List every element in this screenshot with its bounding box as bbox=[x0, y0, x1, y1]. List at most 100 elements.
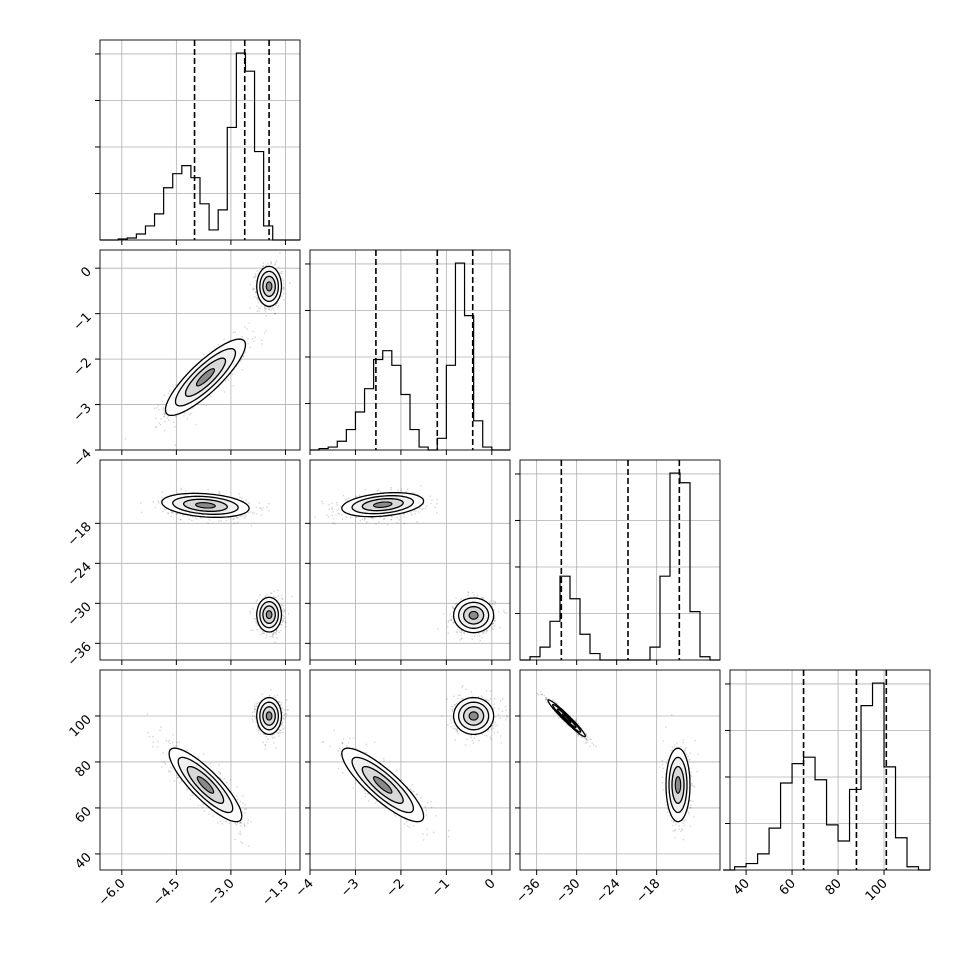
sample-point bbox=[177, 492, 179, 495]
sample-point bbox=[249, 283, 252, 286]
sample-point bbox=[276, 637, 278, 639]
sample-point bbox=[163, 430, 166, 432]
sample-point bbox=[481, 597, 483, 599]
sample-point bbox=[268, 510, 270, 512]
sample-point bbox=[258, 310, 260, 313]
sample-point bbox=[372, 517, 374, 520]
sample-point bbox=[257, 624, 259, 627]
sample-point bbox=[247, 819, 250, 821]
sample-point bbox=[328, 508, 330, 510]
sample-point bbox=[265, 307, 267, 310]
sample-point bbox=[489, 602, 491, 604]
sample-point bbox=[255, 622, 257, 624]
sample-point bbox=[412, 492, 414, 495]
sample-point bbox=[164, 412, 166, 414]
sample-point bbox=[218, 490, 220, 493]
sample-point bbox=[276, 302, 279, 304]
sample-point bbox=[333, 518, 335, 520]
sample-point bbox=[266, 594, 268, 596]
sample-point bbox=[197, 756, 200, 759]
sample-point bbox=[342, 518, 344, 520]
sample-point bbox=[140, 502, 142, 504]
sample-point bbox=[169, 771, 172, 773]
sample-point bbox=[283, 299, 285, 301]
sample-point bbox=[322, 502, 324, 505]
sample-point bbox=[252, 287, 254, 290]
sample-point bbox=[459, 639, 461, 641]
sample-point bbox=[264, 308, 267, 310]
sample-point bbox=[417, 493, 419, 496]
sample-point bbox=[282, 618, 284, 620]
sample-point bbox=[355, 495, 357, 497]
sample-point bbox=[201, 806, 204, 809]
sample-point bbox=[403, 516, 406, 518]
histogram-panel-2 bbox=[515, 459, 721, 661]
sample-point bbox=[228, 820, 231, 822]
sample-point bbox=[282, 283, 285, 285]
sample-point bbox=[283, 610, 286, 612]
sample-point bbox=[371, 517, 373, 519]
sample-point bbox=[494, 620, 496, 622]
sample-point bbox=[263, 632, 266, 635]
sample-point bbox=[172, 421, 175, 424]
sample-point bbox=[255, 291, 257, 294]
sample-point bbox=[265, 330, 267, 332]
sample-point bbox=[429, 495, 431, 497]
sample-point bbox=[486, 630, 489, 632]
sample-point bbox=[256, 310, 258, 312]
sample-point bbox=[263, 331, 266, 334]
sample-point bbox=[497, 611, 500, 613]
sample-point bbox=[148, 736, 151, 738]
sample-point bbox=[460, 638, 463, 640]
sample-point bbox=[191, 792, 194, 794]
sample-point bbox=[337, 512, 339, 514]
sample-point bbox=[232, 373, 234, 375]
sample-point bbox=[493, 616, 496, 619]
sample-point bbox=[450, 618, 453, 620]
sample-point bbox=[209, 395, 212, 398]
sample-point bbox=[485, 632, 487, 634]
sample-point bbox=[257, 298, 259, 300]
sample-point bbox=[157, 404, 159, 407]
sample-point bbox=[160, 500, 162, 502]
sample-point bbox=[431, 499, 433, 501]
sample-point bbox=[244, 326, 246, 328]
sample-point bbox=[471, 638, 473, 640]
sample-point bbox=[242, 802, 244, 804]
sample-point bbox=[326, 514, 328, 516]
sample-point bbox=[180, 489, 182, 491]
sample-point bbox=[455, 603, 457, 605]
sample-point bbox=[239, 822, 241, 824]
sample-point bbox=[255, 620, 257, 622]
sample-point bbox=[262, 262, 265, 264]
sample-point bbox=[278, 305, 280, 307]
sample-point bbox=[252, 512, 254, 514]
sample-point bbox=[460, 634, 462, 636]
sample-point bbox=[262, 597, 264, 600]
sample-point bbox=[483, 630, 485, 633]
sample-point bbox=[340, 506, 342, 508]
sample-point bbox=[491, 623, 494, 625]
sample-point bbox=[422, 507, 424, 510]
sample-point bbox=[161, 400, 164, 402]
sample-point bbox=[277, 266, 280, 268]
sample-point bbox=[244, 808, 246, 811]
sample-point bbox=[463, 632, 465, 634]
sample-point bbox=[172, 512, 174, 514]
sample-point bbox=[252, 288, 255, 290]
sample-point bbox=[494, 617, 496, 620]
sample-point bbox=[226, 782, 228, 784]
sample-point bbox=[155, 426, 157, 429]
sample-point bbox=[418, 511, 420, 513]
sample-point bbox=[186, 786, 188, 788]
sample-point bbox=[256, 305, 258, 308]
sample-point bbox=[482, 632, 485, 634]
sample-point bbox=[235, 824, 238, 826]
sample-point bbox=[275, 260, 278, 262]
sample-point bbox=[450, 619, 452, 621]
sample-point bbox=[282, 610, 284, 612]
sample-point bbox=[161, 491, 163, 493]
sample-point bbox=[452, 622, 455, 624]
sample-point bbox=[493, 609, 495, 612]
sample-point bbox=[262, 632, 265, 634]
